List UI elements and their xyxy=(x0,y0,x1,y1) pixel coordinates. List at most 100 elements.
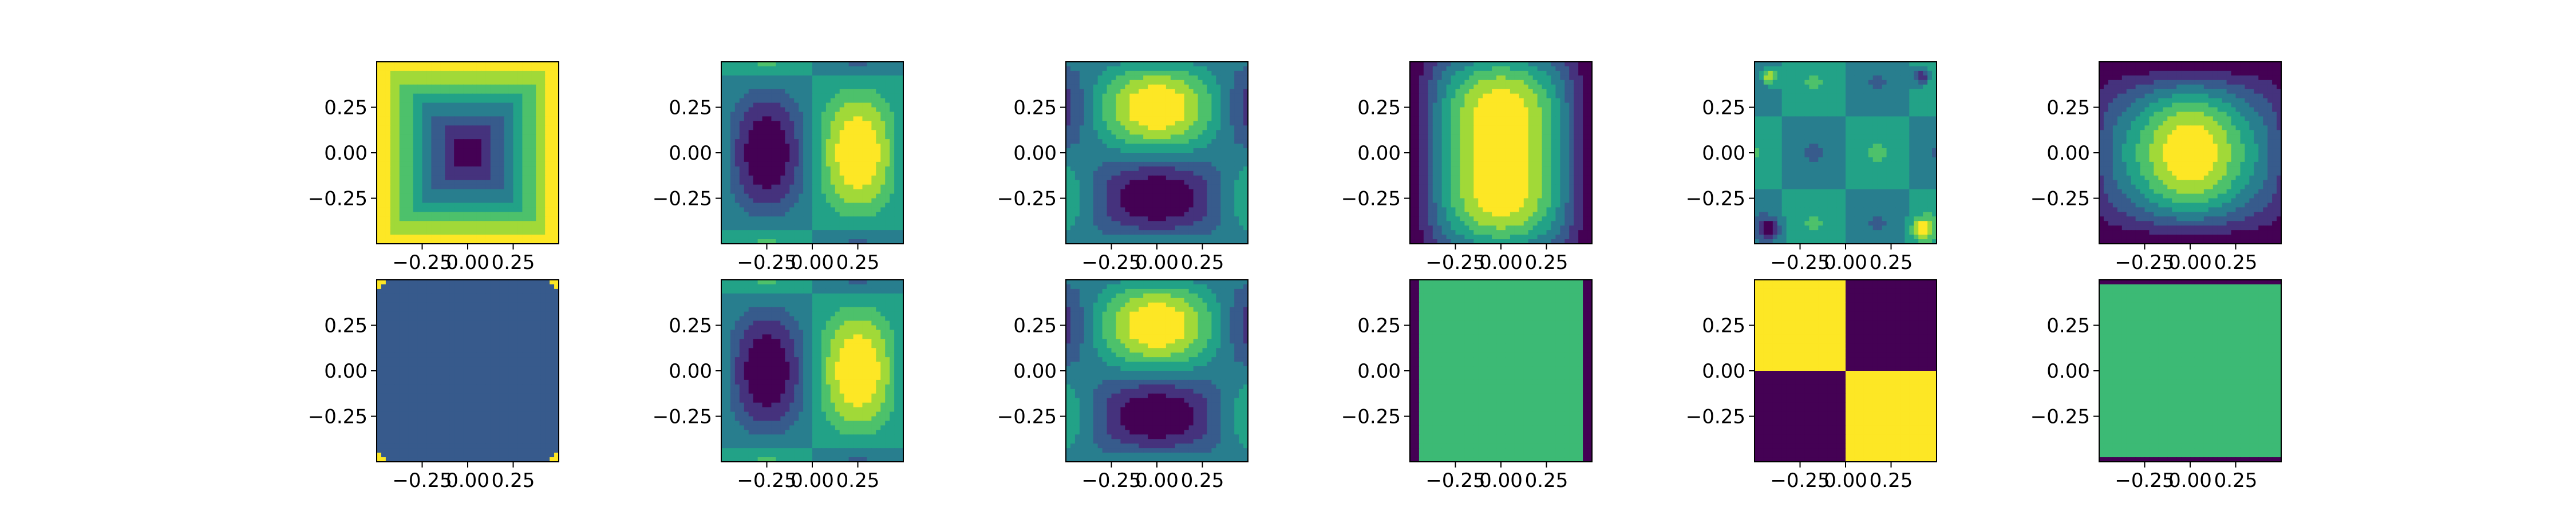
heatmap-cell xyxy=(1129,235,1135,240)
heatmap-cell xyxy=(817,85,822,90)
heatmap-cell xyxy=(1175,80,1180,85)
heatmap-cell xyxy=(890,62,895,67)
heatmap-cell xyxy=(1184,108,1190,113)
heatmap-cell xyxy=(522,76,527,81)
heatmap-cell xyxy=(1120,167,1125,172)
heatmap-cell xyxy=(1103,76,1108,81)
heatmap-cell xyxy=(1220,134,1226,140)
heatmap-cell xyxy=(404,76,409,81)
heatmap-cell xyxy=(436,98,441,104)
heatmap-cell xyxy=(550,121,555,126)
heatmap-cell xyxy=(885,130,890,135)
heatmap-cell xyxy=(1070,116,1076,121)
heatmap-cell xyxy=(1129,66,1135,72)
heatmap-cell xyxy=(812,153,817,158)
heatmap-cell xyxy=(803,71,808,76)
heatmap-cell xyxy=(744,71,749,76)
heatmap-cell xyxy=(835,144,840,149)
heatmap-cell xyxy=(735,185,740,190)
heatmap-cell xyxy=(1103,85,1108,90)
heatmap-cell xyxy=(531,71,536,76)
heatmap-cell xyxy=(517,89,523,94)
heatmap-cell xyxy=(803,80,808,85)
heatmap-cell xyxy=(522,121,527,126)
heatmap-cell xyxy=(1189,199,1194,204)
heatmap-cell xyxy=(1171,121,1176,126)
heatmap-cell xyxy=(840,121,845,126)
heatmap-cell xyxy=(400,134,405,140)
heatmap-cell xyxy=(491,221,496,226)
heatmap-cell xyxy=(744,134,749,140)
heatmap-cell xyxy=(472,203,477,208)
heatmap-cell xyxy=(1166,89,1171,94)
heatmap-cell xyxy=(1194,103,1199,108)
heatmap-cell xyxy=(436,221,441,226)
heatmap-cell xyxy=(844,207,850,212)
heatmap-cell xyxy=(486,116,491,121)
heatmap-cell xyxy=(1103,121,1108,126)
heatmap-cell xyxy=(1207,80,1212,85)
heatmap-cell xyxy=(1152,89,1157,94)
heatmap-cell xyxy=(400,153,405,158)
heatmap-cell xyxy=(477,235,482,240)
heatmap-cell xyxy=(550,176,555,181)
heatmap-cell xyxy=(1198,62,1203,67)
heatmap-cell xyxy=(1143,112,1148,117)
heatmap-cell xyxy=(721,153,726,158)
heatmap-cell xyxy=(390,230,396,235)
heatmap-cell xyxy=(1125,121,1130,126)
heatmap-cell xyxy=(400,94,405,99)
heatmap-cell xyxy=(726,80,731,85)
heatmap-cell xyxy=(1189,203,1194,208)
heatmap-cell xyxy=(481,85,487,90)
heatmap-cell xyxy=(776,180,781,185)
heatmap-cell xyxy=(449,130,455,135)
y-tick-label: −0.25 xyxy=(653,188,712,211)
heatmap-cell xyxy=(1129,153,1135,158)
heatmap-cell xyxy=(463,225,468,231)
heatmap-cell xyxy=(1084,162,1089,167)
heatmap-cell xyxy=(831,76,836,81)
heatmap-cell xyxy=(1066,235,1071,240)
heatmap-cell xyxy=(844,76,850,81)
heatmap-cell xyxy=(1075,171,1080,176)
heatmap-cell xyxy=(1230,203,1235,208)
heatmap-cell xyxy=(749,71,754,76)
heatmap-cell xyxy=(1216,139,1221,144)
heatmap-cell xyxy=(1189,153,1194,158)
heatmap-cell xyxy=(1103,167,1108,172)
heatmap-cell xyxy=(1148,89,1153,94)
heatmap-cell xyxy=(1207,189,1212,195)
heatmap-cell xyxy=(758,207,763,212)
heatmap-cell xyxy=(780,157,785,163)
heatmap-cell xyxy=(481,71,487,76)
heatmap-cell xyxy=(854,85,859,90)
heatmap-cell xyxy=(821,171,827,176)
heatmap-cell xyxy=(381,130,386,135)
heatmap-cell xyxy=(1216,212,1221,217)
heatmap-cell xyxy=(1239,167,1244,172)
heatmap-cell xyxy=(1075,98,1080,104)
heatmap-cell xyxy=(536,134,541,140)
heatmap-cell xyxy=(1171,225,1176,231)
heatmap-cell xyxy=(481,94,487,99)
heatmap-cell xyxy=(794,212,799,217)
heatmap-cell xyxy=(377,71,382,76)
heatmap-cell xyxy=(550,235,555,240)
heatmap-cell xyxy=(1198,116,1203,121)
heatmap-cell xyxy=(386,80,391,85)
heatmap-cell xyxy=(867,230,872,235)
heatmap-cell xyxy=(885,185,890,190)
heatmap-cell xyxy=(1125,76,1130,81)
heatmap-cell xyxy=(840,171,845,176)
heatmap-cell xyxy=(1519,62,1524,67)
heatmap-cell xyxy=(500,148,505,153)
heatmap-cell xyxy=(726,153,731,158)
heatmap-cell xyxy=(527,180,532,185)
heatmap-cell xyxy=(844,89,850,94)
heatmap-cell xyxy=(1211,153,1216,158)
heatmap-cell xyxy=(426,189,432,195)
heatmap-cell xyxy=(468,76,473,81)
heatmap-cell xyxy=(880,148,886,153)
heatmap-cell xyxy=(867,144,872,149)
